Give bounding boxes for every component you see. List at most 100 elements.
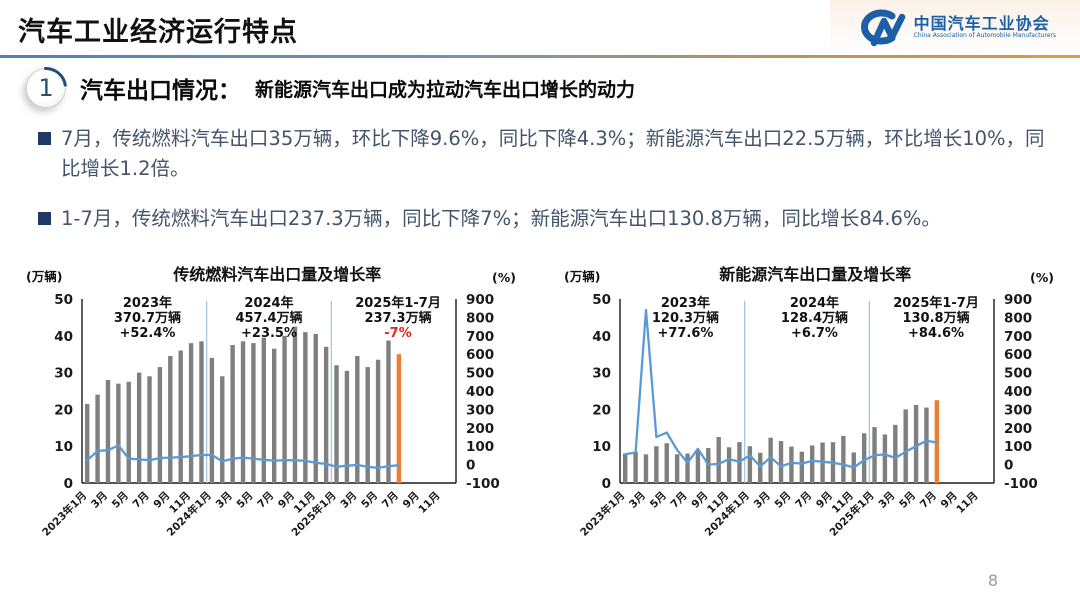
svg-text:3月: 3月 (214, 489, 235, 510)
page-number: 8 (987, 571, 998, 590)
svg-text:3月: 3月 (752, 489, 773, 510)
chart-traditional-fuel-exports: (万辆) 传统燃料汽车出口量及增长率 (%) 0 10 20 30 40 50 900 800… (26, 255, 516, 557)
svg-text:10: 10 (54, 439, 73, 455)
svg-text:2023年: 2023年 (661, 295, 710, 311)
logo-org-name-en: China Association of Automobile Manufact… (913, 32, 1056, 39)
svg-text:700: 700 (466, 328, 494, 344)
svg-text:2025年1-7月: 2025年1-7月 (893, 295, 979, 311)
svg-text:200: 200 (466, 420, 494, 436)
svg-text:200: 200 (1004, 420, 1032, 436)
section-number-badge: 1 (26, 68, 66, 108)
chart-title: 传统燃料汽车出口量及增长率 (173, 264, 382, 284)
logo-org-name-cn: 中国汽车工业协会 (913, 14, 1050, 34)
chart-nev-exports: (万辆) 新能源汽车出口量及增长率 (%) 0 10 20 30 40 50 900 800 7… (564, 255, 1054, 557)
bullet-text: 7月，传统燃料汽车出口35万辆，环比下降9.6%，同比下降4.3%；新能源汽车出… (61, 127, 1045, 181)
svg-text:+23.5%: +23.5% (241, 326, 297, 341)
svg-text:400: 400 (466, 384, 494, 400)
svg-text:600: 600 (466, 347, 494, 363)
chart-plot-svg: 0 10 20 30 40 50 900 800 700 600 500 400 300 200 100 0 -… (39, 292, 500, 539)
svg-text:-100: -100 (1004, 476, 1038, 492)
svg-text:10: 10 (592, 439, 611, 455)
chart-plot-svg: 0 10 20 30 40 50 900 800 700 600 500 400 300 200 100 0 -… (577, 292, 1038, 539)
svg-text:11月: 11月 (954, 489, 980, 515)
header: 汽车工业经济运行特点 中国汽车工业协会 China Association of… (0, 0, 1080, 55)
charts-row: (万辆) 传统燃料汽车出口量及增长率 (%) 0 10 20 30 40 50 900 800… (0, 255, 1080, 557)
svg-text:+52.4%: +52.4% (119, 326, 175, 341)
bullet-item: 7月，传统燃料汽车出口35万辆，环比下降9.6%，同比下降4.3%；新能源汽车出… (38, 124, 1052, 184)
section-subheading: 新能源汽车出口成为拉动汽车出口增长的动力 (255, 78, 636, 101)
svg-text:130.8万辆: 130.8万辆 (902, 310, 969, 326)
svg-text:2023年1月: 2023年1月 (577, 489, 627, 539)
svg-text:0: 0 (64, 476, 73, 492)
bullet-list: 7月，传统燃料汽车出口35万辆，环比下降9.6%，同比下降4.3%；新能源汽车出… (38, 124, 1052, 235)
svg-text:370.7万辆: 370.7万辆 (114, 310, 181, 326)
section-heading-row: 1 汽车出口情况： 新能源汽车出口成为拉动汽车出口增长的动力 (26, 68, 1080, 108)
svg-text:3月: 3月 (338, 489, 359, 510)
svg-text:7月: 7月 (793, 489, 814, 510)
chart-title: 新能源汽车出口量及增长率 (719, 264, 912, 284)
svg-text:5月: 5月 (359, 489, 380, 510)
svg-text:0: 0 (1004, 457, 1013, 473)
svg-text:300: 300 (1004, 402, 1032, 418)
svg-text:20: 20 (592, 402, 611, 418)
svg-text:40: 40 (592, 328, 611, 344)
bullet-square-icon (38, 212, 51, 226)
svg-text:120.3万辆: 120.3万辆 (652, 310, 719, 326)
page-title: 汽车工业经济运行特点 (18, 17, 298, 48)
svg-text:3月: 3月 (627, 489, 648, 510)
bullet-item: 1-7月，传统燃料汽车出口237.3万辆，同比下降7%；新能源汽车出口130.8… (38, 204, 1052, 234)
svg-text:500: 500 (1004, 365, 1032, 381)
svg-text:2024年: 2024年 (790, 295, 839, 311)
bullet-text: 1-7月，传统燃料汽车出口237.3万辆，同比下降7%；新能源汽车出口130.8… (61, 207, 941, 231)
svg-text:+77.6%: +77.6% (657, 326, 713, 341)
svg-text:2023年: 2023年 (123, 295, 172, 311)
caam-logo: 中国汽车工业协会 China Association of Automobile… (830, 0, 1080, 55)
svg-text:900: 900 (466, 292, 494, 308)
svg-text:5月: 5月 (897, 489, 918, 510)
svg-text:50: 50 (592, 292, 611, 308)
svg-text:-100: -100 (466, 476, 500, 492)
left-axis-unit-label: (万辆) (26, 268, 63, 284)
svg-text:800: 800 (466, 310, 494, 326)
svg-text:5月: 5月 (234, 489, 255, 510)
section-heading: 汽车出口情况： (80, 78, 241, 104)
svg-text:7月: 7月 (131, 489, 152, 510)
svg-text:237.3万辆: 237.3万辆 (364, 310, 431, 326)
svg-text:900: 900 (1004, 292, 1032, 308)
svg-text:11月: 11月 (416, 489, 442, 515)
svg-text:5月: 5月 (648, 489, 669, 510)
svg-text:128.4万辆: 128.4万辆 (781, 310, 848, 326)
left-axis-unit-label: (万辆) (564, 268, 601, 284)
svg-text:7月: 7月 (255, 489, 276, 510)
svg-text:5月: 5月 (772, 489, 793, 510)
svg-text:800: 800 (1004, 310, 1032, 326)
header-divider (0, 55, 1080, 58)
svg-text:0: 0 (466, 457, 475, 473)
caam-logo-icon (860, 9, 905, 46)
svg-text:600: 600 (1004, 347, 1032, 363)
svg-text:700: 700 (1004, 328, 1032, 344)
svg-text:3月: 3月 (876, 489, 897, 510)
svg-text:300: 300 (466, 402, 494, 418)
svg-text:400: 400 (1004, 384, 1032, 400)
right-axis-unit-label: (%) (492, 269, 516, 285)
svg-text:7月: 7月 (669, 489, 690, 510)
svg-text:5月: 5月 (110, 489, 131, 510)
svg-text:2025年1-7月: 2025年1-7月 (355, 295, 441, 311)
right-axis-unit-label: (%) (1030, 269, 1054, 285)
svg-text:40: 40 (54, 328, 73, 344)
svg-text:20: 20 (54, 402, 73, 418)
svg-text:-7%: -7% (384, 326, 411, 341)
svg-text:2023年1月: 2023年1月 (39, 489, 89, 539)
svg-text:+6.7%: +6.7% (791, 326, 838, 341)
svg-text:0: 0 (602, 476, 611, 492)
svg-text:3月: 3月 (89, 489, 110, 510)
svg-text:2024年: 2024年 (244, 295, 293, 311)
svg-text:7月: 7月 (380, 489, 401, 510)
svg-text:+84.6%: +84.6% (908, 326, 964, 341)
svg-text:100: 100 (1004, 439, 1032, 455)
svg-text:457.4万辆: 457.4万辆 (235, 310, 302, 326)
svg-text:30: 30 (54, 365, 73, 381)
svg-text:100: 100 (466, 439, 494, 455)
